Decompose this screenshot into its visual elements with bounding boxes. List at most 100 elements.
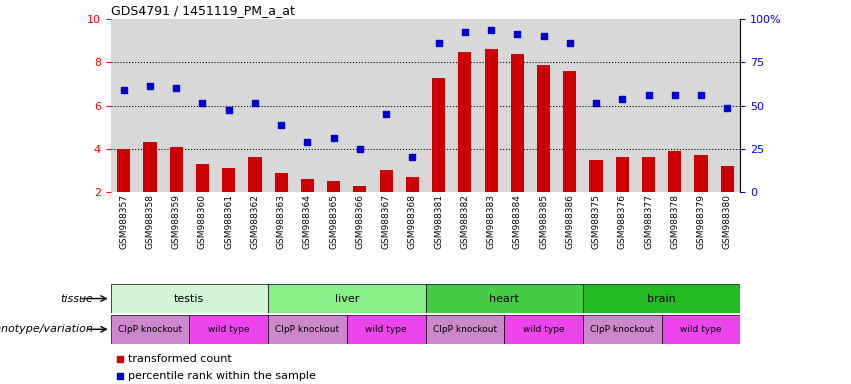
Bar [268,315,347,344]
Text: GSM988377: GSM988377 [644,194,653,249]
Text: GSM988357: GSM988357 [119,194,129,249]
Bar [347,315,426,344]
Point [642,92,655,98]
Point [222,107,236,113]
Bar [190,315,268,344]
Bar [144,142,157,192]
Bar [662,315,740,344]
Bar [117,149,130,192]
Bar [268,284,426,313]
Bar [642,157,655,192]
Bar [327,181,340,192]
Text: GSM988364: GSM988364 [303,194,312,249]
Bar [668,151,682,192]
Point [537,33,551,40]
Point [248,100,262,106]
Bar [484,50,498,192]
Text: wild type: wild type [365,325,407,334]
Bar [432,78,445,192]
Bar [583,315,662,344]
Point [143,83,157,89]
Bar [426,284,583,313]
Point [380,111,393,118]
Text: GSM988380: GSM988380 [722,194,732,249]
Text: testis: testis [174,293,204,304]
Bar [537,65,550,192]
Point [327,135,340,141]
Point [196,100,209,106]
Bar [380,170,392,192]
Bar [406,177,419,192]
Text: GSM988358: GSM988358 [146,194,155,249]
Text: ClpP knockout: ClpP knockout [118,325,182,334]
Text: ClpP knockout: ClpP knockout [276,325,340,334]
Text: genotype/variation: genotype/variation [0,324,94,334]
Text: wild type: wild type [523,325,564,334]
Text: tissue: tissue [60,293,94,304]
Bar [353,185,367,192]
Bar [563,71,576,192]
Text: GDS4791 / 1451119_PM_a_at: GDS4791 / 1451119_PM_a_at [111,3,294,17]
Point [505,292,518,298]
Text: GSM988381: GSM988381 [434,194,443,249]
Bar [511,54,524,192]
Bar [275,172,288,192]
Text: GSM988385: GSM988385 [539,194,548,249]
Bar [616,157,629,192]
Bar [721,166,734,192]
Text: transformed count: transformed count [129,354,232,364]
Point [117,88,130,94]
Text: liver: liver [334,293,359,304]
Text: GSM988378: GSM988378 [671,194,679,249]
Text: GSM988361: GSM988361 [224,194,233,249]
Text: wild type: wild type [680,325,722,334]
Text: brain: brain [648,293,676,304]
Text: ClpP knockout: ClpP knockout [433,325,497,334]
Bar [169,147,183,192]
Point [505,135,518,141]
Text: heart: heart [489,293,519,304]
Text: GSM988366: GSM988366 [356,194,364,249]
Bar [583,284,740,313]
Text: GSM988379: GSM988379 [696,194,705,249]
Point [721,105,734,111]
Point [484,27,498,33]
Bar [248,157,261,192]
Text: wild type: wild type [208,325,249,334]
Bar [111,315,190,344]
Point [589,100,603,106]
Text: GSM988384: GSM988384 [513,194,522,249]
Point [300,139,314,146]
Point [274,122,288,128]
Point [511,31,524,37]
Text: GSM988360: GSM988360 [198,194,207,249]
Point [169,85,183,91]
Bar [590,160,603,192]
Text: GSM988382: GSM988382 [460,194,470,249]
Bar [111,284,268,313]
Point [406,154,420,161]
Point [431,40,445,46]
Bar [426,315,504,344]
Bar [694,155,707,192]
Text: GSM988383: GSM988383 [487,194,495,249]
Text: ClpP knockout: ClpP knockout [591,325,654,334]
Bar [222,168,235,192]
Point [563,40,577,46]
Text: GSM988365: GSM988365 [329,194,338,249]
Text: GSM988363: GSM988363 [277,194,286,249]
Bar [504,315,583,344]
Text: GSM988375: GSM988375 [591,194,601,249]
Point [694,92,708,98]
Text: GSM988368: GSM988368 [408,194,417,249]
Bar [301,179,314,192]
Text: GSM988359: GSM988359 [172,194,180,249]
Text: GSM988367: GSM988367 [381,194,391,249]
Bar [196,164,209,192]
Point [353,146,367,152]
Point [615,96,629,102]
Text: percentile rank within the sample: percentile rank within the sample [129,371,316,381]
Text: GSM988362: GSM988362 [250,194,260,249]
Point [668,92,682,98]
Bar [459,51,471,192]
